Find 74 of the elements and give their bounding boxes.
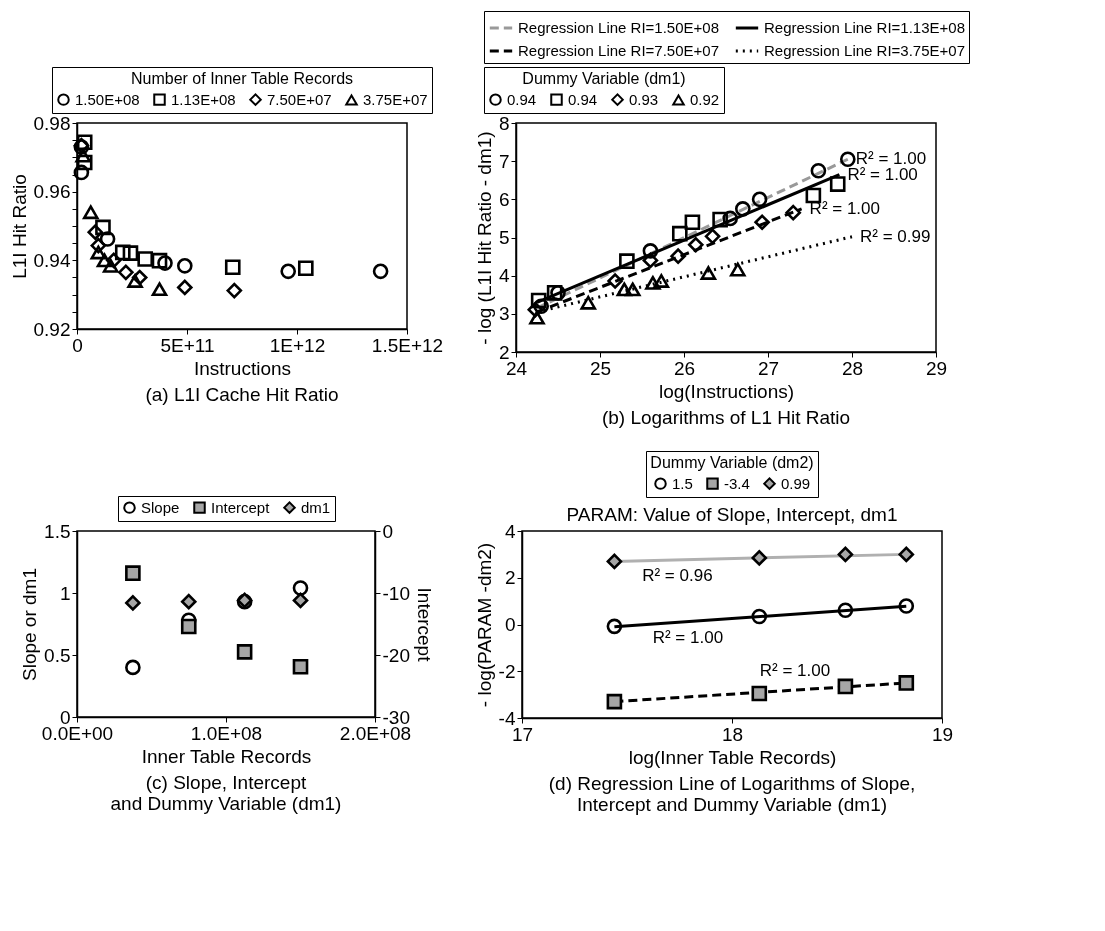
text: (d) Regression Line of Logarithms of Slope, Intercept and Dummy Variable (dm1)	[548, 773, 916, 815]
x-tick-label: 25	[589, 357, 612, 379]
y2-tick-label: -30	[382, 706, 410, 728]
x-tick-label: 26	[673, 357, 696, 379]
legend-label: Regression Line RI=1.13E+08	[764, 19, 965, 36]
x-axis-title: Inner Table Records	[141, 745, 312, 767]
legend-label: Slope	[141, 498, 180, 516]
x-axis-title: Instructions	[193, 357, 292, 379]
y2-axis-title: Intercept	[413, 587, 435, 663]
y-tick-label: 3	[498, 303, 510, 325]
y-axis-title: - log(PARAM -dm2)	[473, 542, 495, 708]
y-axis-title: - log (L1I Hit Ratio - dm1)	[473, 131, 495, 345]
annotation: R² = 0.96	[642, 565, 713, 585]
y-tick-label: 1	[59, 582, 71, 604]
legend-label: 0.92	[690, 90, 720, 108]
y-tick-label: 0.92	[33, 318, 71, 340]
y-tick-label: 4	[504, 520, 516, 542]
legend-label: 1.13E+08	[171, 90, 236, 108]
y-tick-label: 4	[498, 265, 510, 287]
legend-label: Regression Line RI=1.50E+08	[518, 19, 719, 36]
legend-label: 0.94	[568, 90, 598, 108]
x-tick-label: 19	[931, 723, 954, 745]
y-tick-label: 1.5	[44, 520, 71, 542]
y-tick-label: 0.98	[33, 112, 71, 134]
chart-subtitle: PARAM: Value of Slope, Intercept, dm1	[566, 504, 898, 525]
x-tick-label: 5E+11	[160, 334, 215, 356]
x-tick-label: 28	[841, 357, 864, 379]
y-tick-label: -2	[498, 660, 516, 682]
text: (c) Slope, Intercept and Dummy Variable (dm1)	[110, 772, 342, 814]
y-axis-title: L1I Hit Ratio	[8, 174, 30, 279]
legend-label: 1.5	[672, 474, 693, 492]
annotation: R² = 1.00	[759, 660, 831, 680]
y-tick-label: 0.94	[33, 249, 71, 271]
x-tick-label: 18	[721, 723, 744, 745]
legend-title: Number of Inner Table Records	[130, 70, 354, 87]
y-tick-label: 2	[498, 341, 510, 363]
text: (b) Logarithms of L1 Hit Ratio	[601, 407, 851, 428]
y-tick-label: 8	[498, 112, 510, 134]
legend-label: Regression Line RI=7.50E+07	[518, 42, 719, 59]
annotation: R² = 1.00	[652, 627, 724, 647]
x-tick-label: 1E+12	[269, 334, 326, 356]
legend-label: Intercept	[211, 498, 271, 516]
y-tick-label: 0.5	[44, 644, 71, 666]
legend-label: 1.50E+08	[75, 90, 140, 108]
legend-title: Dummy Variable (dm1)	[522, 70, 686, 87]
text: (a) L1I Cache Hit Ratio	[145, 384, 339, 405]
y-tick-label: 5	[498, 227, 510, 248]
legend-label: Regression Line RI=3.75E+07	[764, 42, 965, 59]
x-axis-title: log(Instructions)	[658, 380, 795, 402]
x-tick-label: 1.0E+08	[190, 722, 263, 744]
x-axis-title: log(Inner Table Records)	[628, 746, 837, 768]
legend-label: dm1	[301, 498, 331, 516]
x-tick-label: 1.5E+12	[371, 334, 444, 356]
y-tick-label: 0.96	[33, 181, 71, 203]
annotation: R² = 0.99	[860, 226, 931, 246]
legend-title: Dummy Variable (dm2)	[650, 454, 814, 471]
y-tick-label: 7	[498, 150, 510, 172]
x-tick-label: 27	[757, 357, 780, 379]
y2-tick-label: -10	[382, 582, 410, 604]
annotation: R² = 1.00	[847, 164, 918, 184]
legend-label: -3.4	[724, 474, 750, 492]
legend-label: 0.93	[629, 90, 659, 108]
y2-tick-label: -20	[382, 644, 410, 666]
y-tick-label: 2	[504, 567, 516, 589]
y-tick-label: 0	[59, 706, 71, 728]
y-tick-label: -4	[498, 707, 516, 729]
y-axis-title: Slope or dm1	[19, 567, 41, 682]
legend-label: 0.99	[781, 474, 811, 492]
legend-label: 7.50E+07	[267, 90, 332, 108]
y-tick-label: 6	[498, 188, 510, 210]
legend-label: 3.75E+07	[363, 90, 428, 108]
y-tick-label: 0	[504, 614, 516, 635]
x-tick-label: 29	[925, 357, 948, 379]
y2-tick-label: 0	[382, 520, 394, 542]
